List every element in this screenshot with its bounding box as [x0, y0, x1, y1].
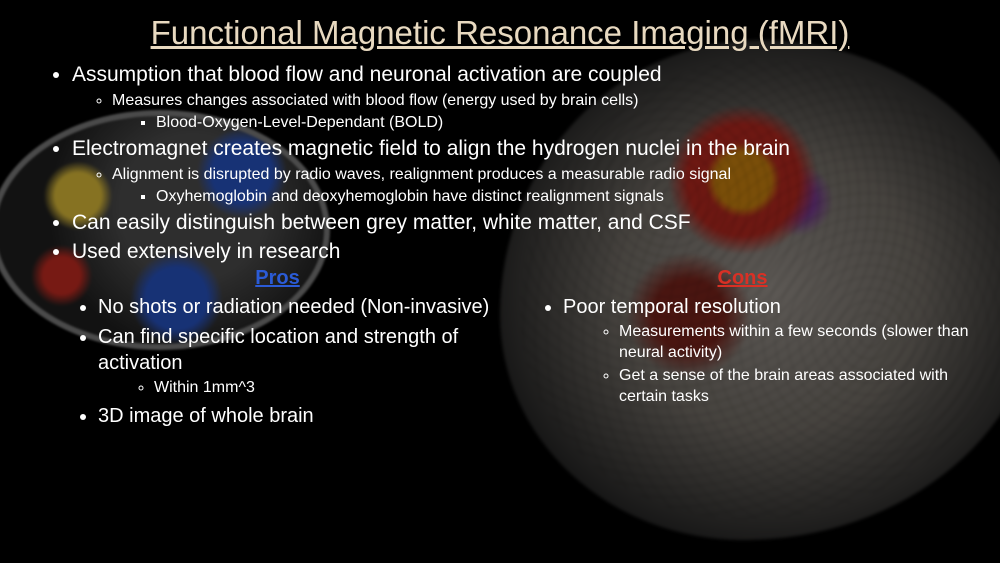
slide-title: Functional Magnetic Resonance Imaging (f…: [30, 14, 970, 52]
con-temporal: Poor temporal resolution Measurements wi…: [563, 294, 970, 407]
pros-column: Pros No shots or radiation needed (Non-i…: [30, 267, 505, 433]
sub-list: Blood-Oxygen-Level-Dependant (BOLD): [112, 113, 970, 133]
slide-content: Functional Magnetic Resonance Imaging (f…: [0, 0, 1000, 433]
bullet-distinguish: Can easily distinguish between grey matt…: [72, 210, 970, 237]
bullet-measures: Measures changes associated with blood f…: [112, 91, 970, 134]
bullet-electromagnet: Electromagnet creates magnetic field to …: [72, 136, 970, 208]
bullet-text: Poor temporal resolution: [563, 296, 781, 318]
cons-column: Cons Poor temporal resolution Measuremen…: [505, 267, 970, 433]
bullet-text: Measures changes associated with blood f…: [112, 92, 639, 109]
pro-resolution: Within 1mm^3: [154, 378, 505, 399]
pros-cons-columns: Pros No shots or radiation needed (Non-i…: [30, 267, 970, 433]
sub-list: Within 1mm^3: [98, 378, 505, 399]
cons-list: Poor temporal resolution Measurements wi…: [515, 294, 970, 407]
bullet-text: Electromagnet creates magnetic field to …: [72, 137, 790, 160]
bullet-bold: Blood-Oxygen-Level-Dependant (BOLD): [156, 113, 970, 133]
sub-list: Measurements within a few seconds (slowe…: [563, 322, 970, 407]
bullet-text: Assumption that blood flow and neuronal …: [72, 63, 662, 86]
con-areas: Get a sense of the brain areas associate…: [619, 366, 970, 408]
bullet-hemoglobin: Oxyhemoglobin and deoxyhemoglobin have d…: [156, 187, 970, 207]
sub-list: Measures changes associated with blood f…: [72, 91, 970, 134]
pro-location: Can find specific location and strength …: [98, 324, 505, 399]
pro-noninvasive: No shots or radiation needed (Non-invasi…: [98, 294, 505, 320]
main-bullet-list: Assumption that blood flow and neuronal …: [30, 62, 970, 265]
cons-header: Cons: [515, 267, 970, 290]
pro-3d: 3D image of whole brain: [98, 403, 505, 429]
pros-header: Pros: [50, 267, 505, 290]
sub-list: Alignment is disrupted by radio waves, r…: [72, 165, 970, 208]
bullet-assumption: Assumption that blood flow and neuronal …: [72, 62, 970, 134]
sub-list: Oxyhemoglobin and deoxyhemoglobin have d…: [112, 187, 970, 207]
bullet-text: Alignment is disrupted by radio waves, r…: [112, 166, 731, 183]
bullet-research: Used extensively in research: [72, 239, 970, 266]
bullet-alignment: Alignment is disrupted by radio waves, r…: [112, 165, 970, 208]
bullet-text: Can find specific location and strength …: [98, 326, 458, 374]
con-seconds: Measurements within a few seconds (slowe…: [619, 322, 970, 364]
pros-list: No shots or radiation needed (Non-invasi…: [50, 294, 505, 429]
